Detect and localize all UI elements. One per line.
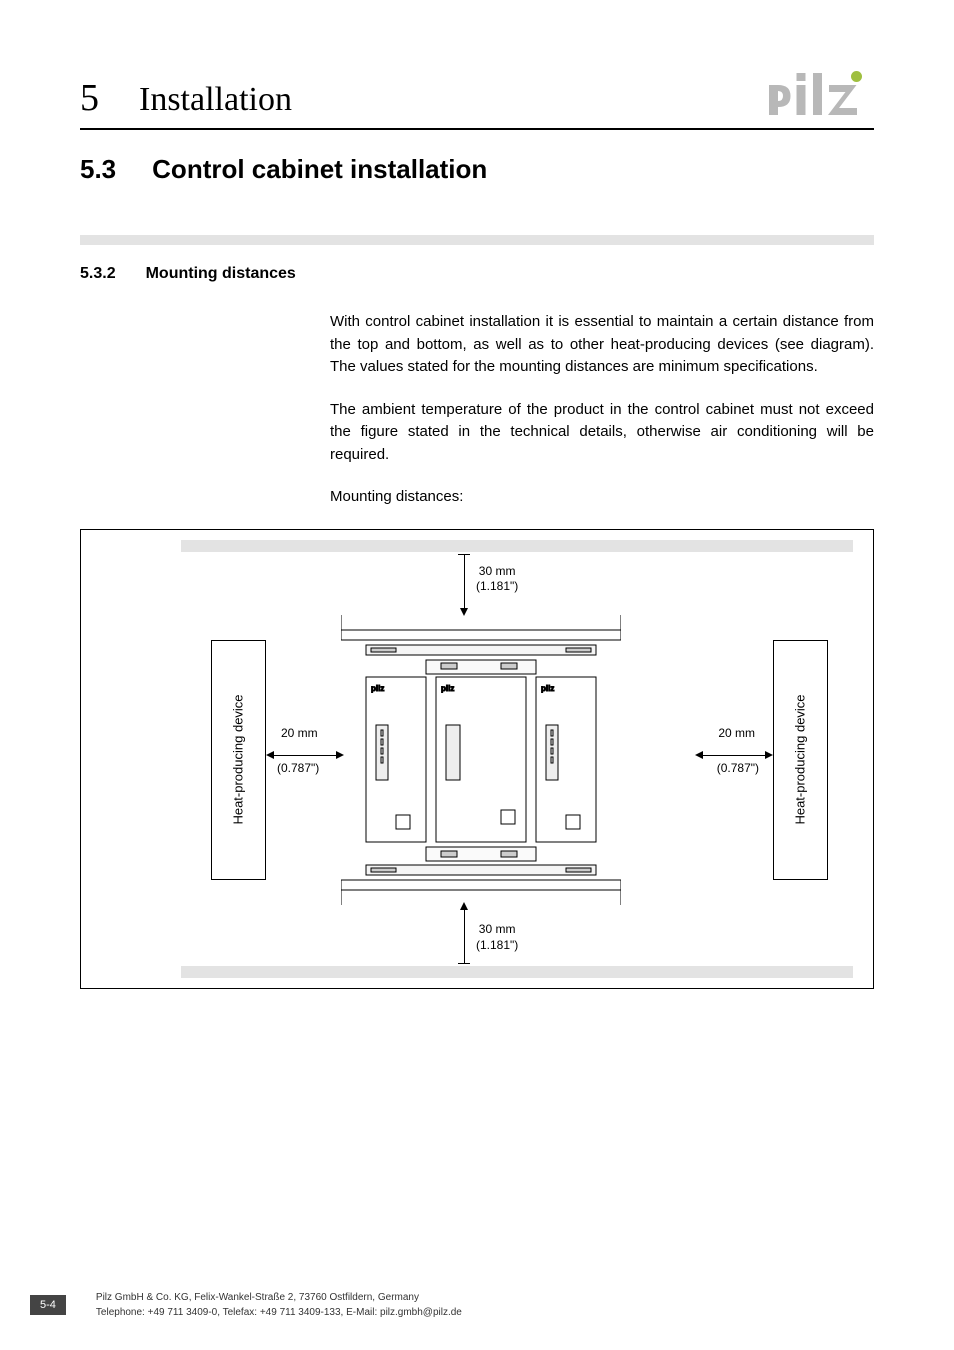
section-number: 5.3 xyxy=(80,154,116,185)
dim-bottom-mm: 30 mm xyxy=(479,922,516,936)
paragraph-3: Mounting distances: xyxy=(330,486,874,509)
paragraph-2: The ambient temperature of the product i… xyxy=(330,399,874,467)
section-divider xyxy=(80,235,874,245)
heat-box-right: Heat-producing device xyxy=(773,640,828,880)
dim-bottom-label: 30 mm (1.181") xyxy=(476,922,518,953)
dim-top-label: 30 mm (1.181") xyxy=(476,564,518,595)
diagram-band-bottom xyxy=(181,966,853,978)
section-heading: 5.3 Control cabinet installation xyxy=(80,154,874,185)
dim-right-arrow-l xyxy=(695,751,703,759)
dim-bottom-cap xyxy=(458,963,470,964)
dim-top-in: (1.181") xyxy=(476,579,518,593)
heat-box-left: Heat-producing device xyxy=(211,640,266,880)
dim-right-mm: 20 mm xyxy=(718,726,755,740)
chapter-number: 5 xyxy=(80,76,99,120)
dim-top-cap xyxy=(458,554,470,555)
svg-text:pilz: pilz xyxy=(371,684,384,693)
page-number: 5-4 xyxy=(30,1295,66,1315)
svg-text:pilz: pilz xyxy=(441,684,454,693)
subsection-number: 5.3.2 xyxy=(80,265,116,283)
heat-label-right: Heat-producing device xyxy=(793,694,808,824)
dim-left-arrow-l xyxy=(266,751,274,759)
section-title: Control cabinet installation xyxy=(152,154,487,185)
dim-left-line xyxy=(268,755,341,756)
chapter-title: Installation xyxy=(139,81,292,119)
page-footer: 5-4 Pilz GmbH & Co. KG, Felix-Wankel-Str… xyxy=(0,1290,954,1320)
subsection-heading: 5.3.2 Mounting distances xyxy=(80,265,874,283)
dim-left-label: 20 mm xyxy=(279,726,320,742)
dim-bottom-line xyxy=(464,904,465,964)
subsection-title: Mounting distances xyxy=(146,265,296,283)
dim-bottom-in: (1.181") xyxy=(476,938,518,952)
dim-right-label: 20 mm xyxy=(716,726,757,742)
footer-text: Pilz GmbH & Co. KG, Felix-Wankel-Straße … xyxy=(96,1290,462,1320)
heat-label-left: Heat-producing device xyxy=(231,694,246,824)
dim-right-line xyxy=(698,755,771,756)
svg-text:pilz: pilz xyxy=(541,684,554,693)
diagram-band-top xyxy=(181,540,853,552)
dim-right-arrow-r xyxy=(765,751,773,759)
mounting-diagram: 30 mm (1.181") 30 mm (1.181") Heat-produ… xyxy=(80,529,874,989)
dim-right-in: (0.787") xyxy=(717,761,759,777)
pilz-logo xyxy=(764,70,874,120)
dim-left-mm: 20 mm xyxy=(281,726,318,740)
dim-top-mm: 30 mm xyxy=(479,564,516,578)
footer-line2: Telephone: +49 711 3409-0, Telefax: +49 … xyxy=(96,1307,462,1318)
equipment-drawing: pilz pilz pilz xyxy=(341,615,621,905)
dim-top-line xyxy=(464,554,465,614)
footer-line1: Pilz GmbH & Co. KG, Felix-Wankel-Straße … xyxy=(96,1292,419,1303)
paragraph-1: With control cabinet installation it is … xyxy=(330,311,874,379)
dim-left-in: (0.787") xyxy=(277,761,319,777)
page-header: 5 Installation xyxy=(80,70,874,130)
